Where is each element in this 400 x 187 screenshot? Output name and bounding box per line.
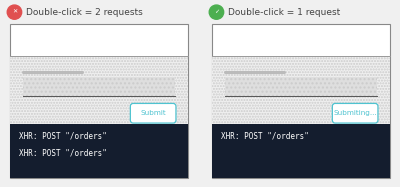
Text: ✕: ✕ [12,10,17,15]
Bar [10,56,188,124]
Bar [10,24,188,178]
FancyBboxPatch shape [332,103,378,123]
Text: Double-click = 2 requests: Double-click = 2 requests [26,8,142,17]
Bar [212,24,390,178]
Bar [225,77,377,96]
Text: ✓: ✓ [214,10,219,15]
Bar [212,56,390,124]
Text: XHR: POST "/orders": XHR: POST "/orders" [19,149,107,158]
Bar [10,124,188,178]
Text: XHR: POST "/orders": XHR: POST "/orders" [221,131,309,140]
Bar [23,77,175,96]
FancyBboxPatch shape [130,103,176,123]
Text: Submiting...: Submiting... [333,110,377,116]
Text: Submit: Submit [140,110,166,116]
Text: Double-click = 1 request: Double-click = 1 request [228,8,340,17]
Circle shape [209,5,224,19]
Bar [212,124,390,178]
Text: XHR: POST "/orders": XHR: POST "/orders" [19,131,107,140]
Circle shape [7,5,22,19]
